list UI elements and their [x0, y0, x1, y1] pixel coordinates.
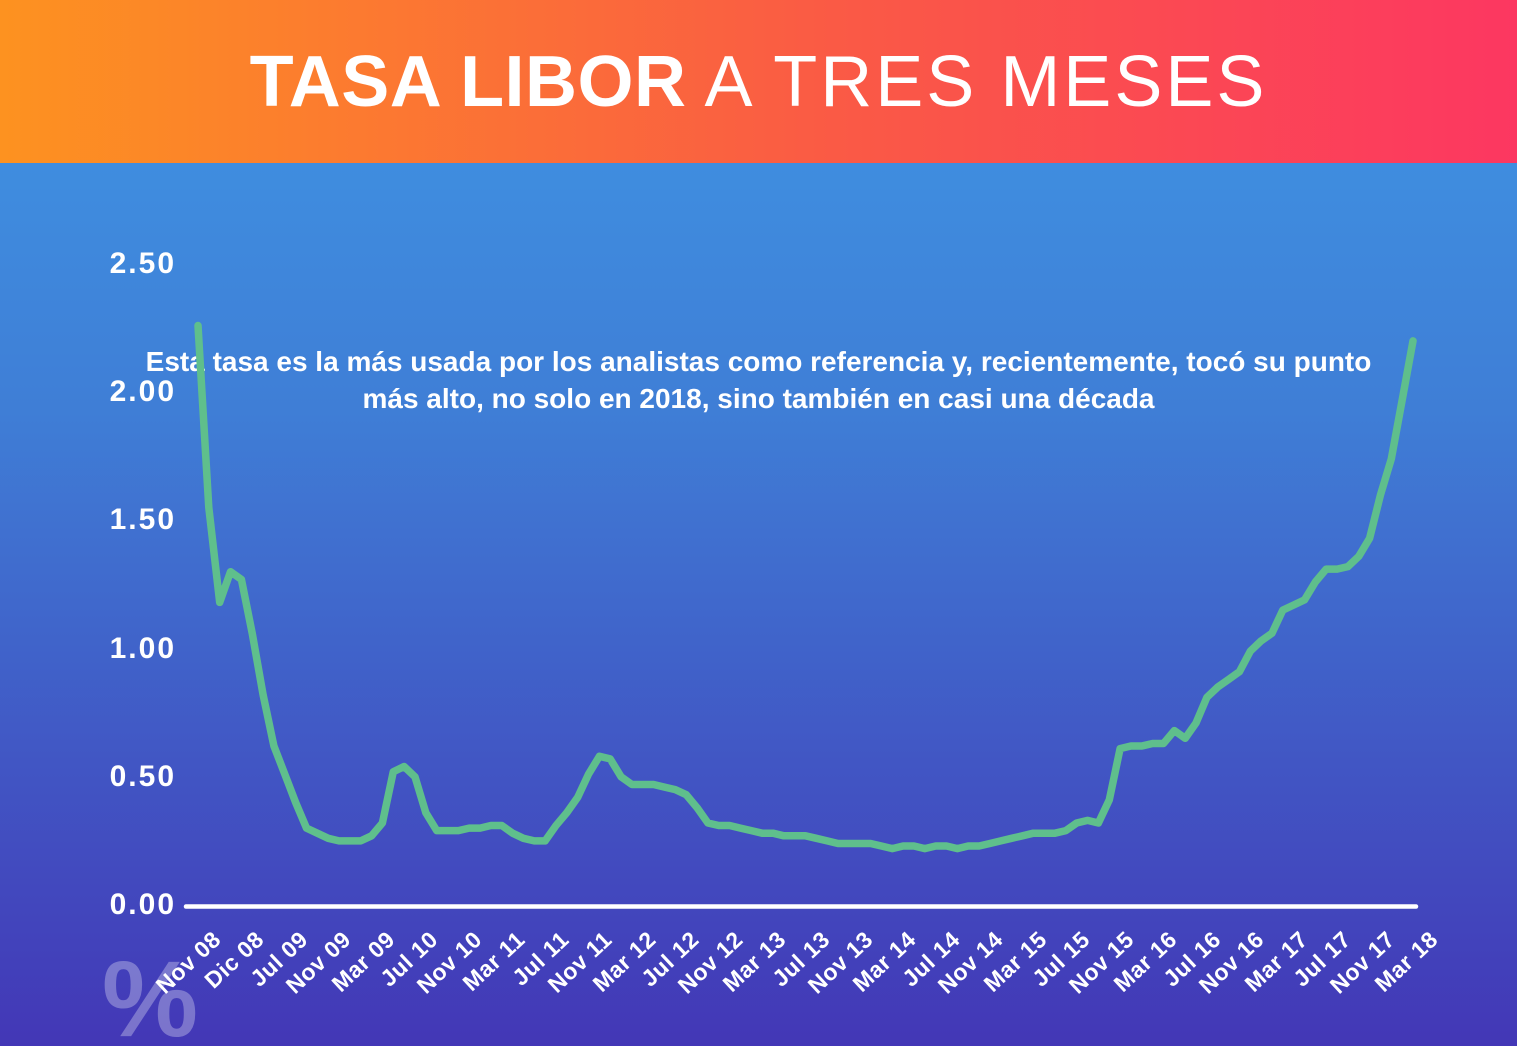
chart-subtitle: Esta tasa es la más usada por los analis…: [0, 343, 1517, 417]
title-light: A TRES MESES: [704, 41, 1268, 122]
chart-area: Esta tasa es la más usada por los analis…: [0, 163, 1517, 1046]
header-banner: TASA LIBOR A TRES MESES: [0, 0, 1517, 163]
y-axis-label: 1.00: [109, 631, 176, 665]
y-axis-label: 2.00: [109, 375, 176, 409]
title-strong: TASA LIBOR: [249, 41, 687, 122]
subtitle-line-1: Esta tasa es la más usada por los analis…: [145, 346, 1372, 377]
percent-watermark: %: [102, 938, 199, 1046]
page-title: TASA LIBOR A TRES MESES: [250, 46, 1268, 118]
y-axis-label: 1.50: [109, 503, 176, 537]
y-axis-label: 0.50: [109, 759, 176, 793]
y-axis-label: 2.50: [109, 247, 176, 280]
y-axis-label: 0.00: [109, 888, 176, 921]
subtitle-line-2: más alto, no solo en 2018, sino también …: [362, 383, 1155, 414]
